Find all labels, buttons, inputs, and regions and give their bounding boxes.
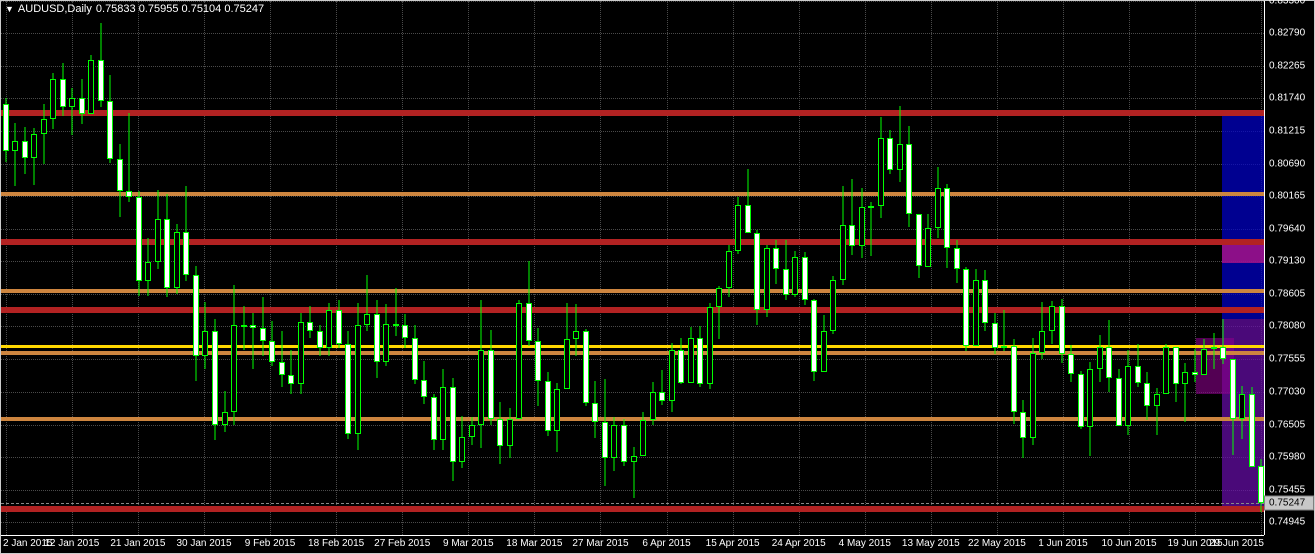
horizontal-line[interactable] [1, 417, 1264, 421]
y-tick-label: 0.82265 [1269, 60, 1305, 71]
y-tick-label: 0.79640 [1269, 224, 1305, 235]
x-tick-label: 21 Jan 2015 [110, 538, 165, 549]
current-price-line [1, 503, 1264, 504]
chart-window[interactable]: ▼ AUDUSD,Daily 0.75833 0.75955 0.75104 0… [0, 0, 1315, 554]
y-tick-label: 0.82790 [1269, 27, 1305, 38]
gridline-h [1, 98, 1264, 99]
symbol-label: AUDUSD,Daily [18, 3, 92, 15]
horizontal-line[interactable] [1, 345, 1264, 348]
gridline-h [1, 522, 1264, 523]
x-tick-label: 9 Feb 2015 [245, 538, 296, 549]
y-tick-label: 0.74945 [1269, 516, 1305, 527]
y-tick-label: 0.81215 [1269, 125, 1305, 136]
gridline-v [1195, 1, 1196, 535]
horizontal-line[interactable] [1, 351, 1264, 355]
gridline-v [402, 1, 403, 535]
gridline-v [468, 1, 469, 535]
y-tick-label: 0.80165 [1269, 191, 1305, 202]
gridline-h [1, 294, 1264, 295]
x-tick-label: 22 May 2015 [968, 538, 1026, 549]
gridline-v [997, 1, 998, 535]
gridline-v [336, 1, 337, 535]
x-tick-label: 13 May 2015 [902, 538, 960, 549]
y-axis: 0.83300 0.82790 0.82265 0.81740 0.81215 0.806… [1264, 1, 1314, 535]
gridline-h [1, 33, 1264, 34]
y-tick-label: 0.75455 [1269, 484, 1305, 495]
horizontal-line[interactable] [1, 289, 1264, 293]
x-tick-label: 12 Jan 2015 [44, 538, 99, 549]
gridline-v [270, 1, 271, 535]
gridline-h [1, 196, 1264, 197]
gridline-v [799, 1, 800, 535]
x-tick-label: 15 Apr 2015 [706, 538, 760, 549]
gridline-h [1, 425, 1264, 426]
gridline-v [534, 1, 535, 535]
gridline-h [1, 359, 1264, 360]
y-tick-label: 0.76505 [1269, 419, 1305, 430]
current-price-tag: 0.75247 [1264, 495, 1314, 510]
gridline-v [865, 1, 866, 535]
x-tick-label: 29 Jun 2015 [1209, 538, 1264, 549]
y-tick-label: 0.79130 [1269, 255, 1305, 266]
horizontal-line[interactable] [1, 307, 1264, 313]
x-tick-label: 6 Apr 2015 [642, 538, 690, 549]
ohlc-label: 0.75833 0.75955 0.75104 0.75247 [96, 3, 264, 15]
horizontal-line[interactable] [1, 239, 1264, 245]
x-tick-label: 10 Jun 2015 [1102, 538, 1157, 549]
gridline-v [667, 1, 668, 535]
gridline-h [1, 326, 1264, 327]
horizontal-line[interactable] [1, 192, 1264, 196]
gridline-v [1063, 1, 1064, 535]
x-tick-label: 1 Jun 2015 [1038, 538, 1088, 549]
y-tick-label: 0.83300 [1269, 0, 1305, 7]
y-tick-label: 0.81740 [1269, 93, 1305, 104]
gridline-v [6, 1, 7, 535]
x-tick-label: 9 Mar 2015 [443, 538, 494, 549]
x-tick-label: 18 Mar 2015 [506, 538, 562, 549]
x-axis: 2 Jan 201512 Jan 201521 Jan 201530 Jan 2… [1, 535, 1264, 553]
y-tick-label: 0.75980 [1269, 452, 1305, 463]
plot-area[interactable] [1, 1, 1264, 535]
gridline-v [1129, 1, 1130, 535]
x-tick-label: 24 Apr 2015 [772, 538, 826, 549]
y-tick-label: 0.80690 [1269, 158, 1305, 169]
gridline-h [1, 261, 1264, 262]
y-tick-label: 0.77030 [1269, 386, 1305, 397]
zone-rect [1222, 110, 1264, 319]
y-tick-label: 0.78080 [1269, 321, 1305, 332]
gridline-v [733, 1, 734, 535]
chart-title: ▼ AUDUSD,Daily 0.75833 0.75955 0.75104 0… [5, 3, 264, 15]
gridline-v [931, 1, 932, 535]
gridline-h [1, 164, 1264, 165]
dropdown-arrow-icon[interactable]: ▼ [5, 4, 14, 14]
x-tick-label: 27 Feb 2015 [374, 538, 430, 549]
gridline-v [72, 1, 73, 535]
gridline-h [1, 131, 1264, 132]
x-tick-label: 27 Mar 2015 [572, 538, 628, 549]
x-tick-label: 18 Feb 2015 [308, 538, 364, 549]
x-tick-label: 4 May 2015 [839, 538, 891, 549]
gridline-h [1, 229, 1264, 230]
gridline-h [1, 392, 1264, 393]
x-tick-label: 30 Jan 2015 [176, 538, 231, 549]
horizontal-line[interactable] [1, 506, 1264, 512]
y-tick-label: 0.77555 [1269, 354, 1305, 365]
horizontal-line[interactable] [1, 110, 1264, 116]
zone-rect [1222, 244, 1264, 263]
gridline-h [1, 66, 1264, 67]
gridline-v [204, 1, 205, 535]
y-tick-label: 0.78605 [1269, 288, 1305, 299]
gridline-h [1, 1, 1264, 2]
